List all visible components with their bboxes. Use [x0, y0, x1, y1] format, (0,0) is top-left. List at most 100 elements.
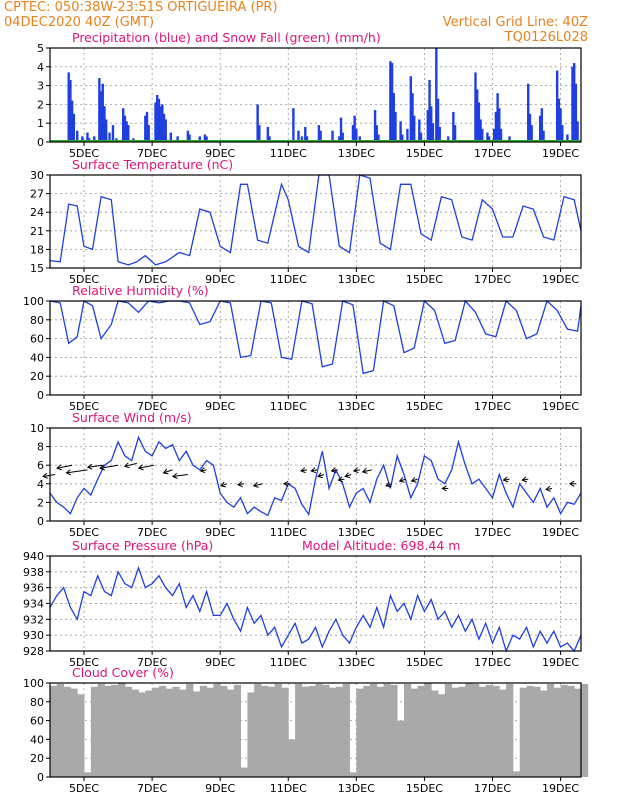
wind-vector-shaft: [87, 464, 103, 468]
wind-vector-shaft: [43, 474, 56, 477]
wind-vector-shaft: [163, 469, 173, 474]
panel1-ytick-label: 4: [37, 61, 44, 74]
precip-bar: [392, 93, 395, 142]
precip-bar: [338, 136, 341, 142]
wind-vector-shaft: [124, 462, 137, 467]
panel3-xtick-label: 9DEC: [205, 400, 235, 413]
panel1-xtick-label: 9DEC: [205, 147, 235, 160]
cloud-cover-bar: [227, 689, 235, 777]
precip-bar: [125, 121, 128, 142]
precip-bar: [157, 98, 161, 142]
panel3-series-line: [49, 299, 582, 375]
precip-bar: [373, 110, 377, 142]
wind-vector-head: [86, 463, 93, 470]
wind-vector-head: [317, 472, 324, 479]
cloud-cover-bar: [363, 685, 371, 777]
cloud-cover-bar: [199, 685, 207, 777]
panel3-xtick-label: 13DEC: [338, 400, 375, 413]
panel3-xtick-label: 7DEC: [137, 400, 167, 413]
panel3-xtick-label: 19DEC: [542, 400, 579, 413]
wind-vector-shaft: [66, 469, 88, 474]
panel3-ytick-label: 80: [30, 314, 44, 327]
precip-bar: [390, 63, 394, 142]
cloud-cover-bar: [247, 692, 255, 777]
wind-vector-head: [310, 467, 317, 474]
cloud-cover-bar: [240, 767, 248, 777]
cloud-cover-bar: [451, 687, 459, 777]
precip-bar: [486, 132, 489, 142]
precip-bar: [266, 126, 270, 142]
wind-vector-head: [252, 482, 259, 488]
precip-bar: [411, 93, 414, 142]
cloud-cover-bar: [417, 685, 425, 777]
precip-bar: [67, 72, 70, 142]
panel2-xtick-label: 5DEC: [69, 273, 99, 286]
cloud-cover-bar: [301, 686, 310, 777]
panel6-ytick-label: 0: [37, 771, 44, 784]
panel4-ytick-label: 8: [37, 441, 44, 454]
panel5-xtick-label: 9DEC: [205, 656, 235, 669]
precip-bar: [297, 130, 300, 142]
wind-vector-shaft: [385, 483, 393, 487]
precip-bar: [341, 132, 344, 142]
panel1-ytick-label: 1: [37, 117, 44, 130]
cloud-cover-bar: [553, 687, 561, 777]
cloud-cover-bar: [322, 684, 330, 777]
panel4-ytick-label: 6: [37, 459, 44, 472]
panel6-xtick-label: 9DEC: [205, 782, 235, 795]
precip-bar: [108, 132, 111, 142]
precip-bar: [436, 98, 440, 142]
wind-vector-shaft: [253, 483, 263, 487]
wind-vector-head: [199, 467, 206, 474]
panel5-ytick-label: 934: [23, 598, 44, 611]
cloud-cover-bar: [404, 683, 412, 777]
panel5-ytick-label: 938: [23, 566, 44, 579]
precip-bar: [389, 61, 392, 142]
precip-bar: [161, 104, 164, 142]
precip-bar: [268, 136, 271, 142]
precip-bar: [477, 102, 481, 142]
precip-bar: [394, 111, 397, 142]
precip-bar: [111, 125, 115, 142]
cloud-cover-bar: [97, 683, 105, 777]
panel2-xtick-label: 17DEC: [474, 273, 511, 286]
precip-bar: [498, 108, 501, 142]
precip-bar: [300, 136, 304, 142]
cloud-cover-bar: [281, 687, 289, 777]
cloud-cover-bar: [70, 688, 78, 777]
precip-bar: [351, 125, 355, 142]
cloud-cover-bar: [567, 685, 575, 777]
panel5-xtick-label: 17DEC: [474, 656, 511, 669]
wind-vector-head: [171, 473, 178, 479]
precip-bar: [258, 125, 261, 142]
panel2-ytick-label: 27: [30, 188, 44, 201]
precip-bar: [571, 66, 574, 142]
panel1-ytick-label: 2: [37, 98, 44, 111]
wind-vector-head: [137, 464, 144, 471]
precip-bar: [375, 125, 378, 142]
precip-bar: [69, 79, 72, 142]
cloud-cover-bar: [145, 690, 153, 777]
cloud-cover-bar: [506, 683, 514, 777]
panel1-xtick-label: 7DEC: [137, 147, 167, 160]
panel2-xtick-label: 15DEC: [406, 273, 443, 286]
wind-vector-head: [330, 467, 337, 474]
wind-vector-head: [300, 467, 306, 474]
wind-vector-head: [237, 481, 243, 488]
precip-bar: [559, 108, 562, 142]
cloud-cover-bar: [56, 683, 65, 777]
panel5-xtick-label: 5DEC: [69, 656, 99, 669]
wind-vector-head: [344, 472, 351, 479]
cloud-cover-bar: [84, 772, 92, 777]
panel3-title: Relative Humidity (%): [72, 283, 209, 298]
cloud-cover-bar: [424, 683, 432, 777]
panel5-ytick-label: 928: [23, 645, 44, 658]
panel6-ytick-label: 100: [23, 677, 44, 690]
precip-bar: [438, 126, 441, 142]
panel3-xtick-label: 17DEC: [474, 400, 511, 413]
panel3-ytick-label: 60: [30, 333, 44, 346]
panel5-annotation: Model Altitude: 698.44 m: [302, 538, 460, 553]
cloud-cover-bar: [560, 684, 568, 777]
cloud-cover-bar: [295, 683, 303, 777]
precip-bar: [256, 104, 259, 142]
